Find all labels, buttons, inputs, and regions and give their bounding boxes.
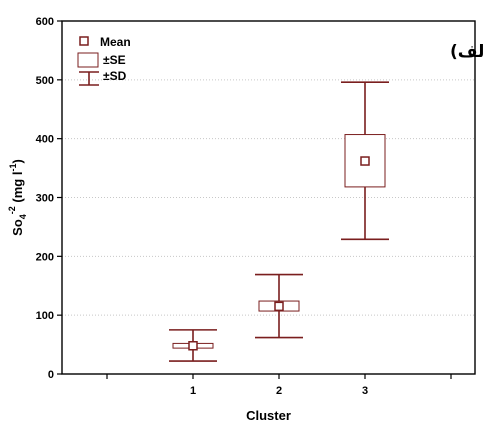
- y-axis-title-mid: (mg l: [10, 172, 25, 207]
- y-tick-label: 300: [36, 193, 54, 205]
- panel-label: (الف): [450, 42, 485, 62]
- mean-marker: [360, 156, 370, 166]
- legend-mean-label: Mean: [100, 35, 131, 49]
- x-axis-ticks: 1 2 3: [106, 374, 452, 397]
- y-tick-label: 400: [36, 134, 54, 146]
- y-axis-title-sup2: -1: [8, 164, 18, 172]
- box-series: [169, 81, 389, 362]
- legend-sd-label: ±SD: [103, 69, 127, 83]
- y-axis-title-base: So: [10, 219, 25, 236]
- legend-se-label: ±SE: [103, 53, 126, 67]
- legend: Mean ±SE ±SD: [77, 35, 131, 86]
- mean-marker: [188, 341, 198, 351]
- legend-se-box: [77, 52, 99, 68]
- box-group-cluster-1: [169, 329, 217, 362]
- y-axis-ticks: 0 100 200 300 400 500 600: [36, 16, 62, 381]
- plot-frame: [61, 20, 476, 375]
- y-tick-label: 600: [36, 16, 54, 28]
- y-axis-title-sub: 4: [18, 214, 28, 219]
- y-tick-label: 200: [36, 251, 54, 263]
- y-tick-label: 500: [36, 75, 54, 87]
- y-axis-title: So4-2 (mg l-1): [7, 159, 28, 236]
- x-axis-title: Cluster: [246, 408, 291, 423]
- y-axis-title-end: ): [10, 159, 25, 163]
- x-tick-label: 1: [190, 385, 196, 397]
- box-group-cluster-2: [255, 273, 303, 339]
- y-tick-label: 100: [36, 310, 54, 322]
- x-tick-label: 3: [362, 385, 368, 397]
- x-tick-label: 2: [276, 385, 282, 397]
- box-group-cluster-3: [341, 81, 389, 241]
- gridlines: [62, 79, 475, 316]
- y-axis-title-sup1: -2: [7, 206, 17, 214]
- y-tick-label: 0: [48, 369, 54, 381]
- mean-marker: [274, 301, 284, 312]
- legend-mean-marker: [79, 36, 89, 46]
